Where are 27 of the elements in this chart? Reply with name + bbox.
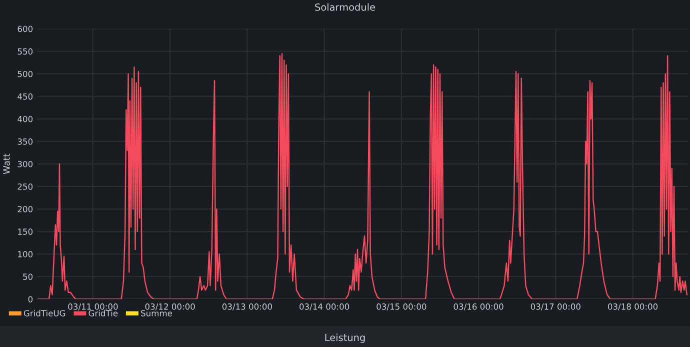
y-tick-label: 350 — [18, 138, 33, 145]
y-axis-title: Watt — [3, 154, 10, 174]
x-tick-label: 03/14 00:00 — [300, 303, 350, 310]
y-tick-label: 500 — [18, 70, 33, 78]
y-tick-label: 0 — [28, 296, 33, 302]
y-tick-label: 600 — [18, 26, 33, 32]
x-tick-label: 03/11 00:00 — [68, 303, 118, 310]
x-tick-label: 03/18 00:00 — [608, 303, 658, 310]
x-tick-label: 03/16 00:00 — [454, 303, 504, 310]
y-tick-label: 100 — [18, 251, 33, 258]
y-tick-label: 200 — [18, 206, 33, 212]
y-tick-label: 250 — [18, 183, 33, 190]
y-tick-label: 550 — [18, 48, 33, 55]
y-tick-label: 300 — [18, 160, 33, 168]
y-tick-label: 150 — [18, 228, 33, 235]
legend-label: Summe — [141, 310, 172, 316]
y-tick-label: 450 — [18, 93, 33, 100]
y-tick-label: 50 — [23, 274, 33, 280]
y-tick-label: 400 — [18, 116, 33, 122]
text: Leistung — [325, 334, 365, 344]
chart-title: Solarmodule — [315, 3, 375, 11]
x-tick-label: 03/17 00:00 — [530, 303, 580, 310]
legend-label: GridTie — [88, 310, 118, 316]
x-tick-label: 03/15 00:00 — [376, 303, 426, 310]
x-tick-label: 03/12 00:00 — [145, 303, 195, 310]
legend-label: GridTieUG — [24, 310, 66, 316]
x-tick-label: 03/13 00:00 — [222, 303, 272, 310]
